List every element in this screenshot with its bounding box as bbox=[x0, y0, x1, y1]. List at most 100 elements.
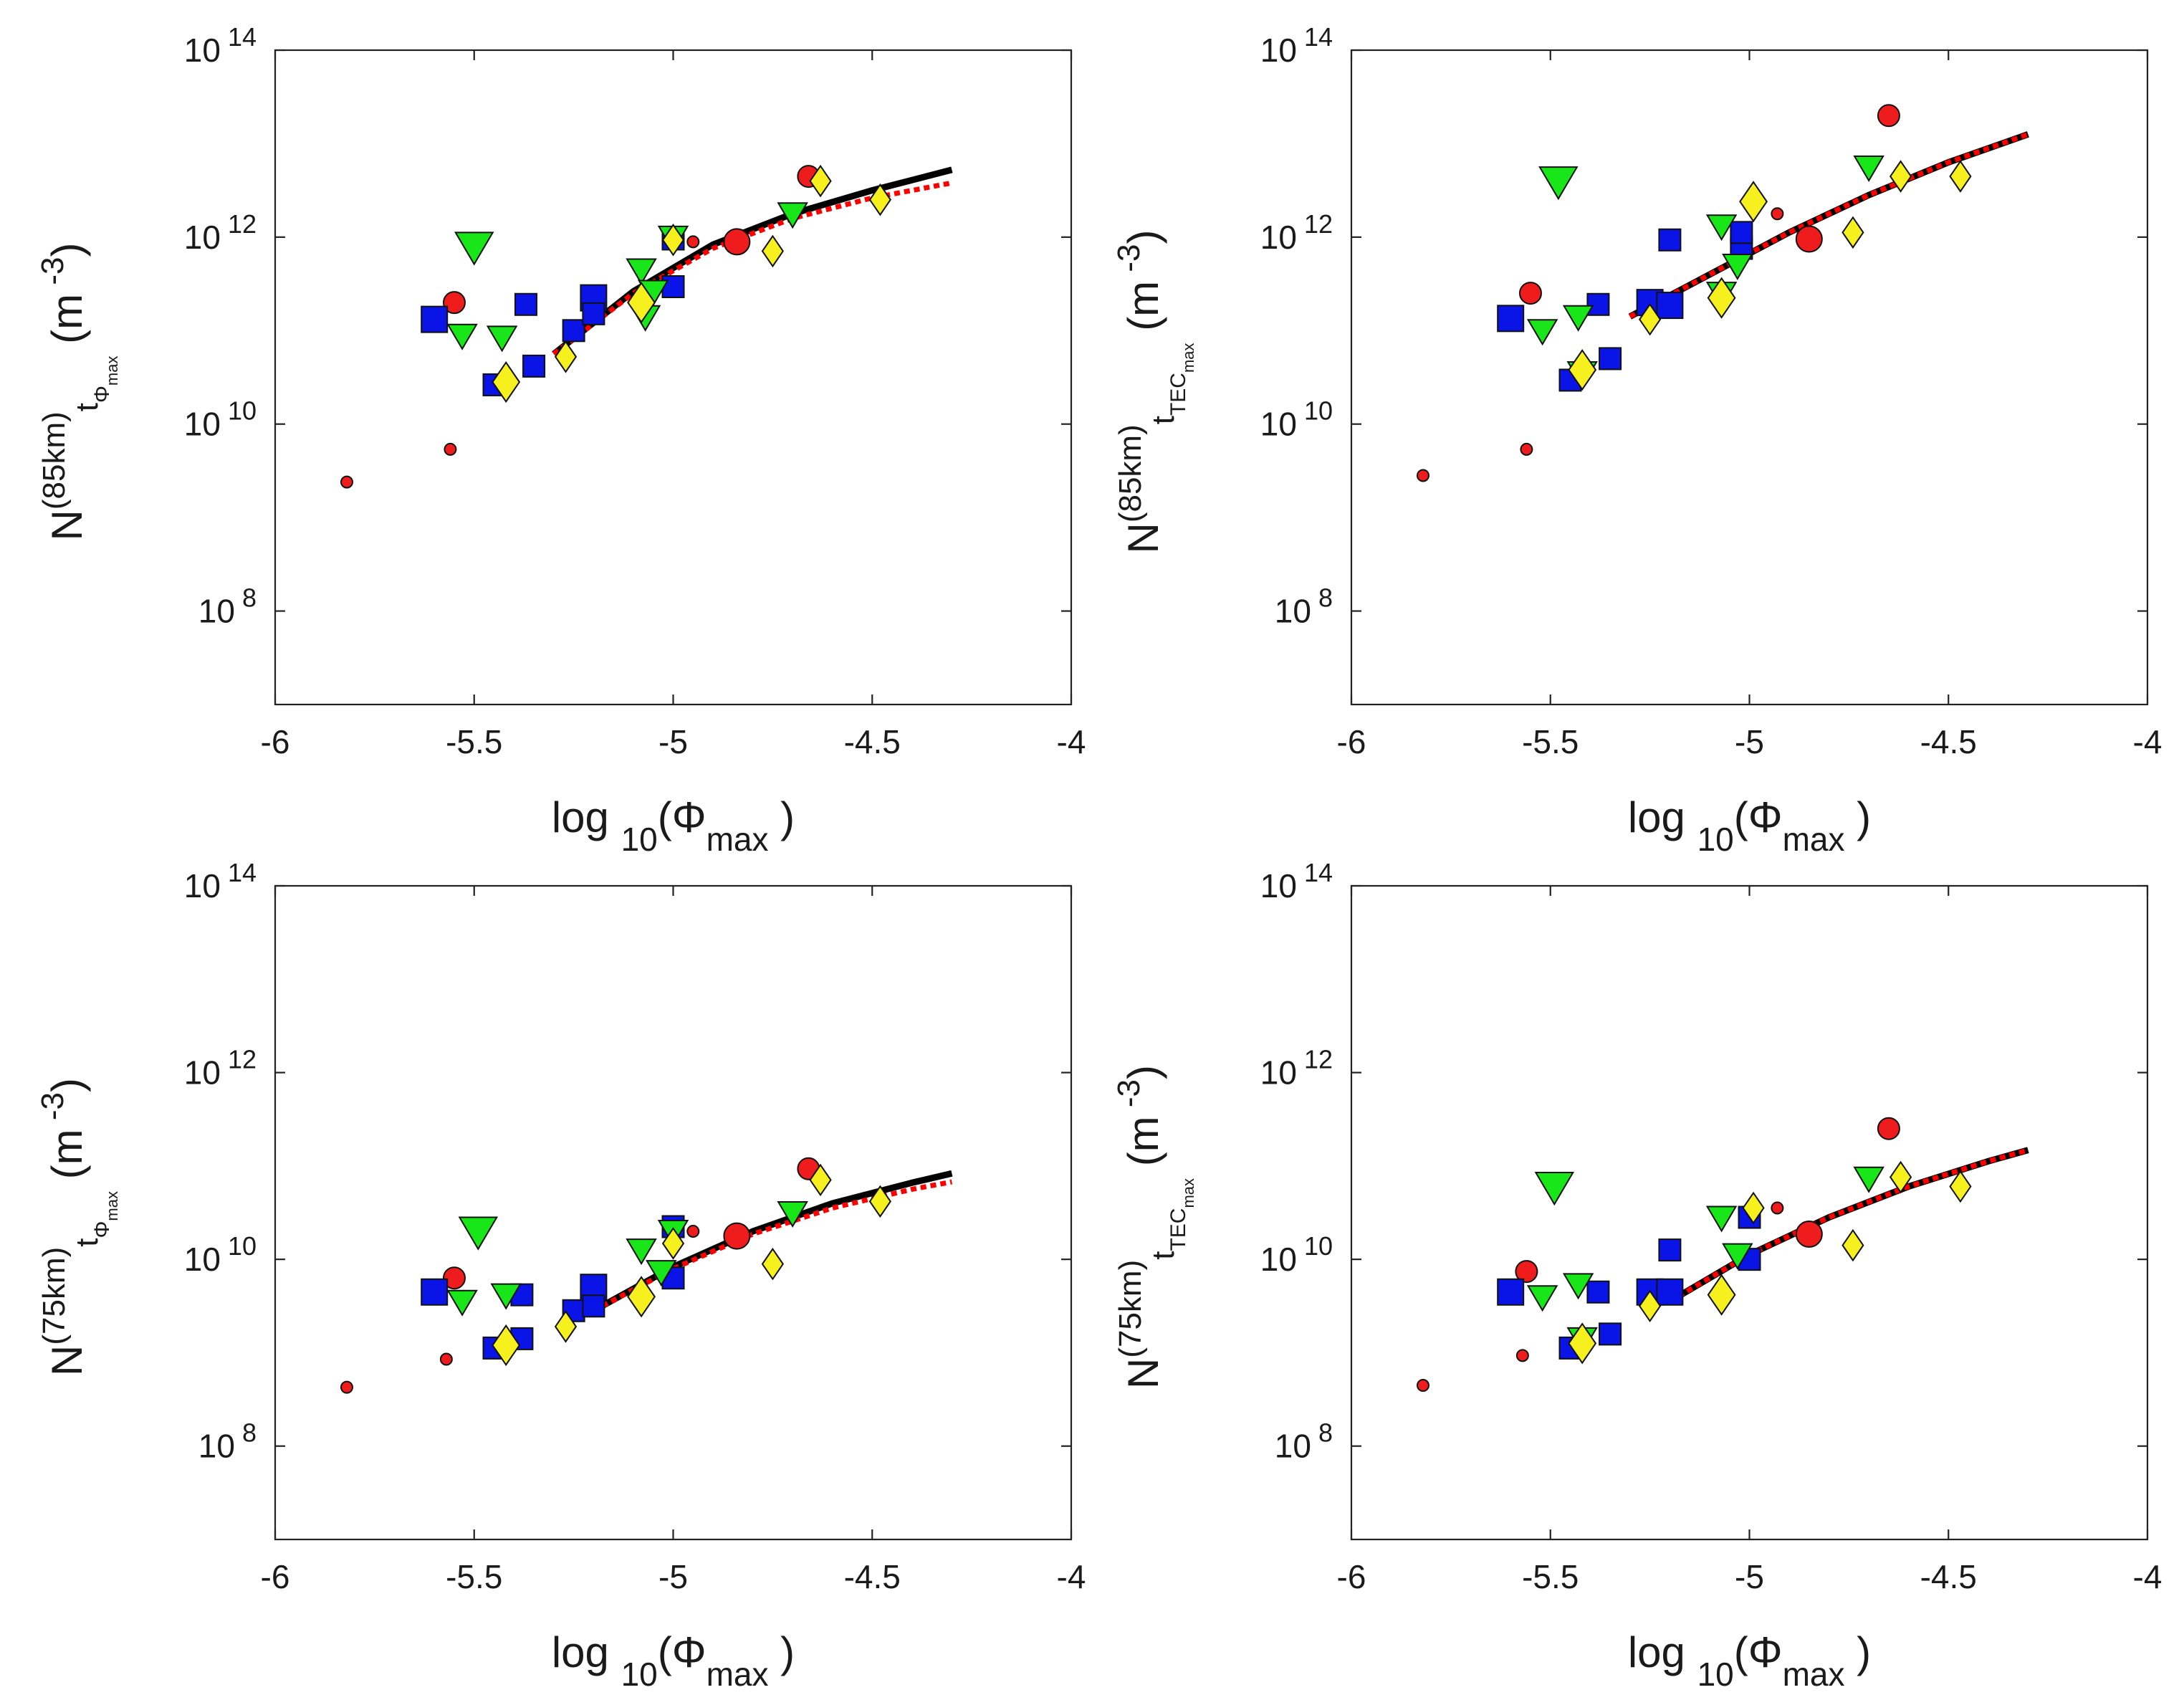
square-marker bbox=[1586, 1280, 1610, 1304]
square-marker bbox=[421, 1278, 449, 1306]
x-tick-label: -5.5 bbox=[446, 1558, 502, 1595]
fit-line-dotted bbox=[552, 180, 953, 356]
diamond-marker bbox=[1841, 1228, 1864, 1262]
y-tick-label: 10 12 bbox=[184, 209, 257, 256]
circle-marker bbox=[1877, 104, 1900, 128]
circle-marker bbox=[1771, 1201, 1784, 1215]
square-marker bbox=[514, 292, 537, 316]
x-tick-label: -4.5 bbox=[844, 1558, 901, 1595]
diamond-marker bbox=[1949, 1170, 1972, 1203]
circle-marker bbox=[686, 1225, 700, 1238]
square-marker bbox=[1599, 1322, 1622, 1346]
triangle-marker bbox=[1853, 156, 1884, 183]
circle-marker bbox=[1877, 1117, 1900, 1140]
diamond-marker bbox=[627, 1276, 656, 1318]
diamond-marker bbox=[1889, 1160, 1912, 1194]
fit-line-solid bbox=[1628, 131, 2029, 320]
axes-frame bbox=[274, 884, 1073, 1541]
x-tick-label: -4.5 bbox=[1920, 723, 1977, 760]
y-tick-label: 10 14 bbox=[1260, 22, 1333, 69]
diamond-marker bbox=[661, 1227, 685, 1260]
triangle-marker bbox=[1562, 305, 1594, 332]
circle-marker bbox=[1416, 469, 1429, 482]
circle-marker bbox=[1515, 1260, 1538, 1284]
diamond-marker bbox=[809, 1163, 832, 1197]
diamond-marker bbox=[761, 1247, 784, 1281]
triangle-marker bbox=[458, 1216, 499, 1251]
y-axis-label: N(85km)tTECmax (m -3) bbox=[1111, 229, 1197, 553]
triangle-marker bbox=[626, 1238, 657, 1266]
triangle-marker bbox=[490, 1283, 522, 1310]
y-tick-label: 10 12 bbox=[1260, 1045, 1333, 1092]
y-tick-label: 10 8 bbox=[1275, 583, 1333, 630]
square-marker bbox=[582, 1294, 605, 1318]
y-axis-label: N(75km)tΦmax (m -3) bbox=[35, 1078, 121, 1376]
x-tick-label: -4 bbox=[2133, 723, 2163, 760]
axes-frame bbox=[274, 49, 1073, 706]
x-tick-label: -4.5 bbox=[844, 723, 901, 760]
triangle-marker bbox=[1538, 166, 1579, 201]
diamond-marker bbox=[868, 183, 891, 216]
square-marker bbox=[1586, 292, 1610, 316]
diamond-marker bbox=[761, 234, 784, 268]
y-tick-label: 10 10 bbox=[1260, 1231, 1333, 1278]
fit-line-dotted bbox=[1668, 1147, 2029, 1304]
y-tick-label: 10 8 bbox=[198, 1418, 257, 1465]
fit-line-solid bbox=[552, 166, 953, 357]
triangle-marker bbox=[446, 323, 478, 350]
x-axis-label: log 10(Φmax ) bbox=[1628, 1628, 1871, 1693]
diamond-marker bbox=[1568, 1322, 1597, 1365]
square-marker bbox=[1497, 1278, 1525, 1306]
triangle-marker bbox=[454, 231, 494, 266]
x-tick-label: -5.5 bbox=[1522, 723, 1579, 760]
triangle-marker bbox=[1722, 253, 1753, 280]
diamond-marker bbox=[1707, 1274, 1736, 1316]
circle-marker bbox=[1520, 442, 1533, 456]
diamond-marker bbox=[809, 164, 832, 198]
diamond-marker bbox=[554, 340, 578, 373]
diamond-marker bbox=[868, 1185, 891, 1218]
triangle-marker bbox=[1534, 1172, 1575, 1206]
diamond-marker bbox=[492, 1324, 521, 1367]
triangle-marker bbox=[626, 258, 657, 285]
diamond-marker bbox=[1742, 1191, 1765, 1225]
diamond-marker bbox=[554, 1310, 578, 1343]
diamond-marker bbox=[661, 224, 685, 257]
triangle-marker bbox=[486, 325, 518, 353]
panel-bottom-right: -6 -5.5 -5 -4.5 -4 10 8 10 10 10 12 10 14 log 10(… bbox=[1111, 858, 2162, 1693]
y-tick-label: 10 12 bbox=[184, 1045, 257, 1092]
circle-marker bbox=[686, 235, 700, 249]
x-tick-label: -6 bbox=[261, 723, 290, 760]
square-marker bbox=[1730, 221, 1753, 244]
square-marker bbox=[1656, 1278, 1684, 1306]
square-marker bbox=[582, 302, 605, 325]
circle-marker bbox=[340, 475, 353, 489]
triangle-marker bbox=[777, 202, 808, 229]
y-tick-label: 10 14 bbox=[184, 22, 257, 69]
x-tick-label: -5 bbox=[658, 723, 688, 760]
x-tick-label: -5.5 bbox=[1522, 1558, 1579, 1595]
triangle-marker bbox=[1526, 319, 1558, 346]
triangle-marker bbox=[777, 1201, 808, 1228]
square-marker bbox=[661, 274, 685, 298]
x-tick-label: -5 bbox=[1735, 723, 1764, 760]
y-axis-label: N(85km)tΦmax (m -3) bbox=[35, 243, 121, 541]
diamond-marker bbox=[1949, 160, 1972, 193]
square-marker bbox=[421, 305, 449, 333]
x-tick-label: -5.5 bbox=[446, 723, 502, 760]
square-marker bbox=[1497, 305, 1525, 333]
circle-marker bbox=[444, 442, 457, 456]
x-axis-label: log 10(Φmax ) bbox=[1628, 793, 1871, 858]
x-tick-label: -4 bbox=[2133, 1558, 2163, 1595]
x-tick-label: -6 bbox=[1337, 723, 1366, 760]
circle-marker bbox=[1795, 1220, 1823, 1248]
triangle-marker bbox=[1722, 1243, 1753, 1270]
circle-marker bbox=[1515, 1349, 1529, 1362]
y-axis-label: N(75km)tTECmax (m -3) bbox=[1111, 1065, 1197, 1389]
fit-line-dotted bbox=[1629, 132, 2029, 319]
y-tick-label: 10 10 bbox=[184, 396, 257, 443]
circle-marker bbox=[1795, 225, 1823, 253]
triangle-marker bbox=[1526, 1285, 1558, 1312]
circle-marker bbox=[1416, 1379, 1429, 1393]
